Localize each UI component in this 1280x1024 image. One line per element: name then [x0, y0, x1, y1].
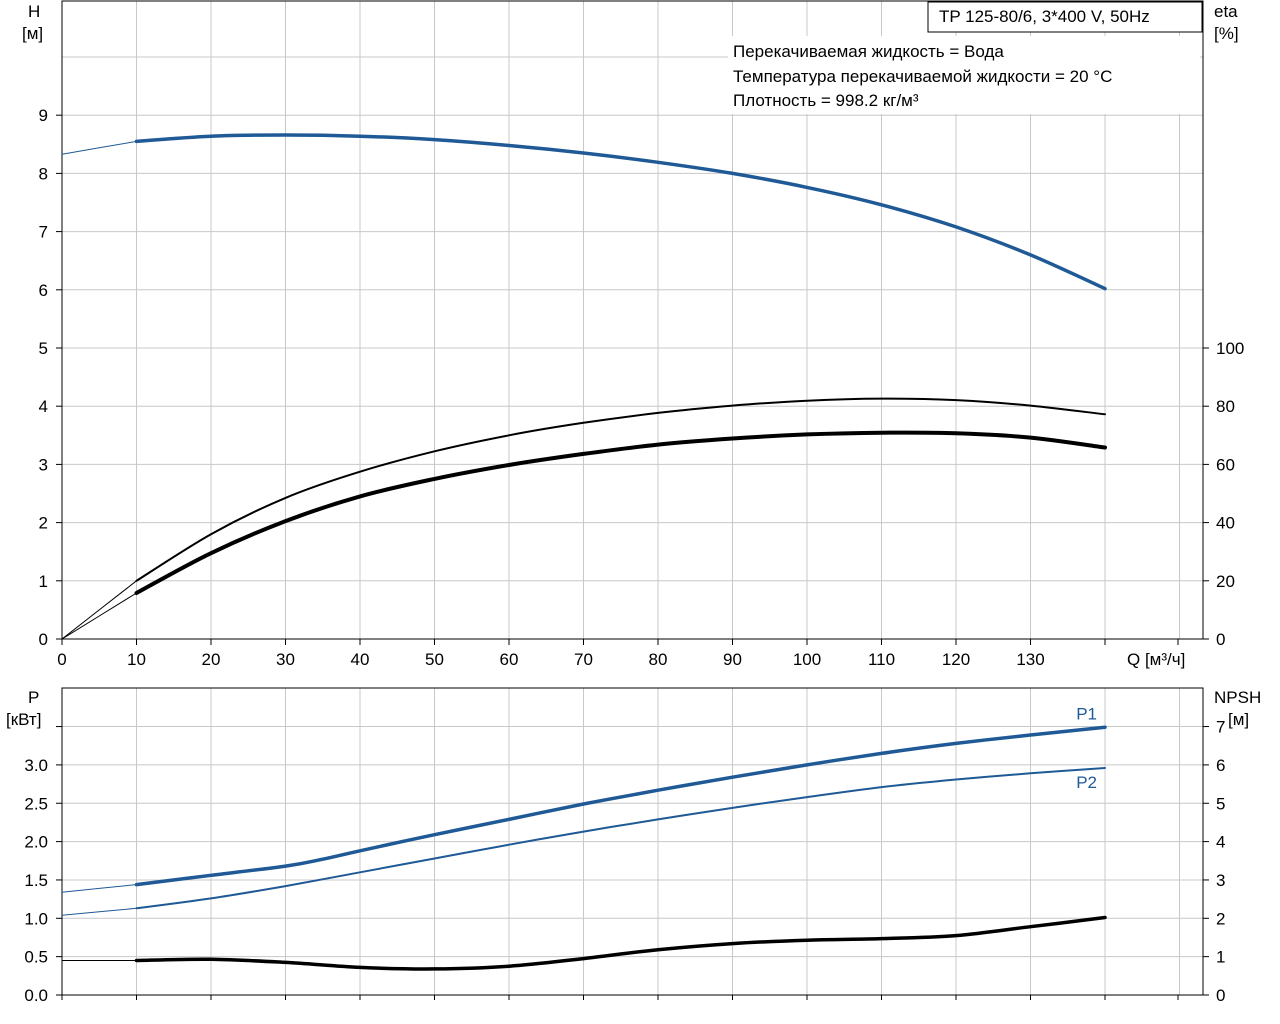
- eta-tick-label: 0: [1216, 630, 1225, 649]
- top-x-tick-label: 70: [574, 650, 593, 669]
- head-tick-label: 9: [39, 106, 48, 125]
- power-tick-label: 1.5: [24, 871, 48, 890]
- series-label-p2: P2: [1076, 773, 1097, 792]
- top-x-tick-label: 40: [351, 650, 370, 669]
- pump-model-label: TP 125-80/6, 3*400 V, 50Hz: [939, 7, 1150, 26]
- npsh-tick-label: 2: [1216, 909, 1225, 928]
- power-tick-label: 0.5: [24, 948, 48, 967]
- head-tick-label: 4: [39, 397, 48, 416]
- npsh-tick-label: 4: [1216, 833, 1225, 852]
- top-x-tick-label: 80: [649, 650, 668, 669]
- top-x-tick-label: 90: [723, 650, 742, 669]
- npsh-tick-label: 1: [1216, 948, 1225, 967]
- top-x-tick-label: 20: [202, 650, 221, 669]
- bottom-axis-ticks: 0.0 0.5 1.0 1.5 2.0 2.5 3.0 0 1 2 3 4 5 6 7: [24, 718, 1225, 1005]
- fluid-info-liquid: Перекачиваемая жидкость = Вода: [733, 42, 1004, 61]
- npsh-axis-unit: [м]: [1228, 710, 1249, 729]
- top-curve-extension: [61, 140, 137, 155]
- fluid-info-density: Плотность = 998.2 кг/м³: [733, 91, 919, 110]
- bottom-curve-extension: [61, 884, 137, 893]
- head-tick-label: 0: [39, 630, 48, 649]
- eta-tick-label: 100: [1216, 339, 1244, 358]
- npsh-tick-label: 7: [1216, 718, 1225, 737]
- power-tick-label: 3.0: [24, 756, 48, 775]
- top-x-tick-label: 110: [868, 650, 895, 669]
- power-tick-label: 2.0: [24, 833, 48, 852]
- eta-tick-label: 20: [1216, 572, 1235, 591]
- fluid-info-temperature: Температура перекачиваемой жидкости = 20…: [733, 67, 1112, 86]
- power-tick-label: 1.0: [24, 909, 48, 928]
- head-tick-label: 2: [39, 514, 48, 533]
- top-curve-1: [135, 397, 1106, 582]
- series-label-p1: P1: [1076, 704, 1097, 723]
- head-tick-label: 5: [39, 339, 48, 358]
- head-axis-unit: [м]: [22, 24, 43, 43]
- npsh-tick-label: 6: [1216, 756, 1225, 775]
- bottom-curve-p1: [134, 725, 1107, 887]
- top-x-tick-label: 10: [127, 650, 146, 669]
- eta-tick-label: 40: [1216, 514, 1235, 533]
- top-x-tick-label: 100: [793, 650, 821, 669]
- top-x-tick-label: 120: [942, 650, 970, 669]
- top-curve-extension: [61, 592, 137, 640]
- npsh-tick-label: 5: [1216, 794, 1225, 813]
- pump-model-box: [927, 1, 1203, 33]
- head-tick-label: 7: [39, 223, 48, 242]
- eta-tick-label: 80: [1216, 397, 1235, 416]
- top-curve-extension: [61, 580, 137, 640]
- bottom-curve-extension: [61, 907, 137, 916]
- npsh-tick-label: 0: [1216, 986, 1225, 1005]
- top-curve-2: [134, 430, 1107, 595]
- head-axis-label: H: [28, 2, 40, 21]
- head-tick-label: 8: [39, 164, 48, 183]
- npsh-tick-label: 3: [1216, 871, 1225, 890]
- top-axis-ticks: 0 10 20 30 40 50 60 70 80 90 100 110 120 130012345678…: [39, 106, 1245, 669]
- top-x-tick-label: 50: [425, 650, 444, 669]
- top-curve-0: [134, 133, 1107, 291]
- fluid-info-box: [728, 36, 1200, 114]
- flow-axis-label: Q [м³/ч]: [1127, 650, 1185, 669]
- eta-axis-label: eta: [1214, 2, 1238, 21]
- bottom-curve-npsh: [134, 915, 1107, 971]
- top-curves: [61, 133, 1107, 640]
- bottom-curves: P1 P2: [61, 704, 1107, 971]
- top-plot-frame: [61, 0, 1204, 640]
- head-tick-label: 3: [39, 455, 48, 474]
- top-x-tick-label: 60: [500, 650, 519, 669]
- top-x-tick-label: 0: [57, 650, 66, 669]
- power-axis-unit: [кВт]: [6, 710, 41, 729]
- eta-tick-label: 60: [1216, 455, 1235, 474]
- power-tick-label: 0.0: [24, 986, 48, 1005]
- npsh-axis-label: NPSH: [1214, 688, 1261, 707]
- power-axis-label: P: [28, 688, 39, 707]
- head-tick-label: 1: [39, 572, 48, 591]
- top-x-tick-label: 30: [276, 650, 295, 669]
- head-tick-label: 6: [39, 281, 48, 300]
- bottom-curve-p2: [135, 767, 1106, 910]
- bottom-chart: 0.0 0.5 1.0 1.5 2.0 2.5 3.0 0 1 2 3 4 5 6 7 P [кВт] NP…: [6, 687, 1261, 1005]
- power-tick-label: 2.5: [24, 794, 48, 813]
- eta-axis-unit: [%]: [1214, 24, 1239, 43]
- top-x-tick-label: 130: [1016, 650, 1044, 669]
- top-chart: 0 10 20 30 40 50 60 70 80 90 100 110 120 130012345678…: [22, 0, 1245, 669]
